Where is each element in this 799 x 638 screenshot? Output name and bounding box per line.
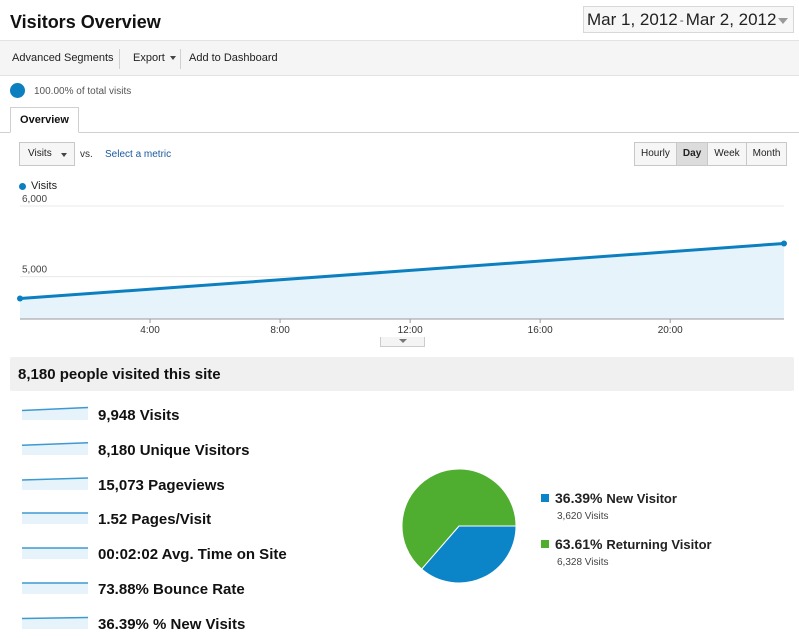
pie-visits-new: 3,620 Visits	[557, 511, 609, 522]
x-tick-label: 4:00	[140, 325, 160, 336]
metric-value: 36.39%	[98, 615, 149, 633]
metric-text: 8,180 Unique Visitors	[98, 442, 249, 459]
pie-pct-new: 36.39%	[555, 490, 603, 506]
sparkline-icon	[22, 406, 88, 420]
date-start: Mar 1, 2012	[587, 9, 678, 29]
metric-value: 00:02:02	[98, 546, 159, 564]
summary-title: 8,180 people visited this site	[18, 366, 221, 383]
metric-label: Pageviews	[148, 476, 225, 494]
period-selector: Hourly Day Week Month	[634, 142, 788, 166]
pie-pct-returning: 63.61%	[555, 536, 603, 552]
segment-label: 100.00% of total visits	[34, 86, 132, 97]
metric-label: Pages/Visit	[131, 511, 212, 529]
metric-text: 00:02:02 Avg. Time on Site	[98, 546, 287, 563]
sparkline-icon	[22, 476, 88, 490]
advanced-segments-button[interactable]: Advanced Segments	[12, 52, 114, 64]
chevron-down-icon	[169, 56, 176, 61]
metric-value: 73.88%	[98, 581, 149, 598]
toolbar-divider	[119, 49, 120, 69]
pie-slice-returning-visitor	[401, 468, 517, 570]
metric-value: 1.52	[98, 511, 128, 529]
pie-legend-value: 63.61% Returning Visitor	[555, 536, 712, 552]
metric-value: 15,073	[98, 476, 144, 494]
metric-value: 9,948	[98, 407, 136, 424]
date-range-picker[interactable]: Mar 1, 2012 - Mar 2, 2012	[583, 6, 794, 33]
metric-label: Visits	[139, 407, 180, 424]
x-tick-label: 16:00	[528, 325, 553, 336]
chevron-down-icon	[778, 18, 788, 24]
sparkline-icon	[22, 512, 88, 525]
pie-visits-returning: 6,328 Visits	[557, 557, 609, 568]
metric-select[interactable]: Visits	[19, 142, 75, 166]
summary-header	[10, 357, 794, 391]
sparkline-icon	[22, 441, 88, 455]
metric-text: 9,948 Visits	[98, 407, 179, 424]
period-month-button[interactable]: Month	[752, 148, 781, 159]
chevron-down-icon	[61, 153, 67, 157]
export-button[interactable]: Export	[133, 52, 176, 64]
y-tick-label: 5,000	[22, 265, 47, 276]
tab-overview[interactable]: Overview	[10, 107, 79, 133]
vs-label: vs.	[80, 149, 93, 160]
metric-label: Unique Visitors	[139, 441, 250, 459]
toolbar: Advanced Segments Export Add to Dashboar…	[0, 40, 799, 76]
line-chart: 6,000 5,000 4:00 8:00 12:00 16:00 20:00	[17, 195, 787, 336]
chevron-down-icon	[399, 339, 407, 343]
sparkline-icon	[22, 547, 88, 560]
period-hourly-button[interactable]: Hourly	[635, 143, 677, 165]
pie-slice-new-visitor	[420, 525, 517, 584]
x-tick-label: 8:00	[270, 325, 290, 336]
segment-pie-icon	[10, 83, 25, 98]
legend-swatch-icon	[541, 494, 549, 502]
metric-label: Bounce Rate	[153, 581, 245, 598]
metric-text: 36.39% % New Visits	[98, 616, 245, 633]
select-metric-link[interactable]: Select a metric	[105, 149, 172, 160]
period-day-button[interactable]: Day	[676, 143, 709, 165]
metric-label: Avg. Time on Site	[161, 546, 287, 564]
pie-label-new: New Visitor	[606, 491, 677, 506]
metric-text: 1.52 Pages/Visit	[98, 511, 211, 528]
x-tick-label: 12:00	[398, 325, 423, 336]
date-end: Mar 2, 2012	[685, 9, 777, 29]
collapse-chart-button[interactable]	[380, 337, 425, 347]
export-label: Export	[133, 52, 165, 64]
legend-dot-icon	[19, 183, 26, 190]
date-separator: -	[679, 12, 684, 27]
metric-label: % New Visits	[153, 615, 246, 633]
series-area	[20, 243, 784, 319]
visitor-type-pie-chart	[401, 468, 517, 584]
legend-swatch-icon	[541, 540, 549, 548]
toolbar-divider	[180, 49, 181, 69]
metric-select-label: Visits	[28, 148, 52, 159]
sparkline-icon	[22, 582, 88, 594]
metric-text: 73.88% Bounce Rate	[98, 581, 245, 598]
series-line	[19, 241, 785, 301]
sparkline-icon	[22, 616, 88, 629]
x-tick-label: 20:00	[658, 325, 683, 336]
page-title: Visitors Overview	[10, 12, 161, 32]
pie-legend-value: 36.39% New Visitor	[555, 490, 677, 506]
period-week-button[interactable]: Week	[708, 143, 747, 165]
data-point	[17, 295, 23, 302]
y-tick-label: 6,000	[22, 195, 47, 205]
tab-divider	[0, 132, 799, 133]
add-to-dashboard-button[interactable]: Add to Dashboard	[189, 52, 278, 64]
data-point	[781, 240, 787, 247]
legend-label: Visits	[31, 180, 58, 192]
pie-label-returning: Returning Visitor	[606, 537, 712, 552]
metric-text: 15,073 Pageviews	[98, 477, 225, 494]
metric-value: 8,180	[98, 441, 136, 459]
